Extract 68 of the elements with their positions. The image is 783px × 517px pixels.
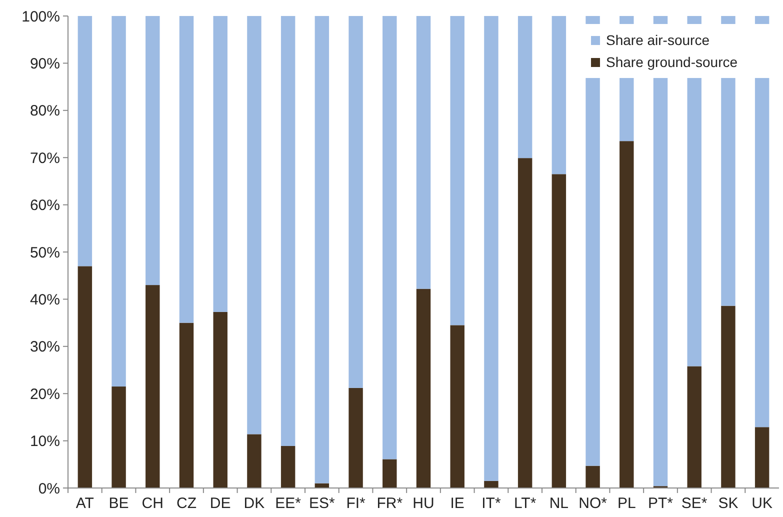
bar (687, 366, 702, 488)
y-tick-label: 70% (30, 150, 60, 167)
x-tick-label: FR* (376, 495, 403, 512)
x-tick-label: PL (617, 495, 636, 512)
bar (112, 386, 126, 488)
x-tick-label: CH (142, 495, 164, 512)
x-tick-label: DK (244, 495, 265, 512)
bar (518, 16, 532, 158)
bar (280, 446, 296, 488)
bar (382, 16, 397, 460)
y-tick-label: 100% (22, 8, 60, 26)
bar (620, 141, 634, 488)
x-tick-label: IT* (482, 495, 501, 512)
y-tick-label: 80% (30, 102, 60, 120)
bar (484, 480, 498, 488)
x-tick-label: AT (76, 495, 94, 512)
y-tick-label: 90% (30, 55, 60, 72)
x-tick-label: DE (210, 495, 231, 512)
bar (179, 16, 194, 323)
bar (348, 16, 363, 388)
bar (213, 16, 228, 312)
bar (314, 16, 330, 484)
legend-label: Share air-source (606, 32, 710, 48)
x-tick-label: UK (752, 495, 772, 512)
bar (586, 466, 600, 488)
x-tick-label: BE (108, 495, 129, 512)
y-tick-label: 10% (30, 433, 60, 450)
bar (348, 388, 363, 488)
bar (179, 322, 194, 488)
bar (484, 16, 498, 481)
y-tick-label: 50% (30, 244, 60, 262)
bar (247, 16, 262, 434)
x-tick-label: PT* (648, 495, 674, 512)
x-tick-label: HU (412, 495, 434, 512)
y-tick-label: 0% (38, 480, 60, 498)
bar (518, 158, 532, 488)
bar (416, 16, 431, 289)
x-tick-label: CZ (176, 495, 196, 512)
x-tick-label: NO* (578, 495, 608, 512)
bar (552, 16, 566, 174)
x-tick-label: NL (549, 495, 569, 512)
bar (754, 427, 770, 488)
legend-label: Share ground-source (606, 54, 738, 70)
y-tick-label: 40% (30, 291, 60, 308)
bar (552, 174, 566, 488)
x-tick-label: SK (718, 495, 738, 512)
bar (382, 459, 397, 488)
y-tick-label: 30% (30, 338, 60, 356)
bar (450, 325, 464, 488)
y-tick-label: 20% (30, 386, 60, 403)
bar (416, 288, 431, 488)
x-tick-label: EE* (275, 495, 302, 512)
bar (213, 312, 228, 488)
x-tick-label: ES* (309, 495, 336, 512)
bar (78, 16, 92, 266)
bar (146, 285, 160, 488)
bar (247, 434, 262, 488)
x-tick-label: FI* (346, 495, 366, 512)
bar (78, 266, 92, 488)
bar (112, 16, 126, 387)
x-tick-label: IE (450, 495, 464, 512)
bar (450, 16, 464, 326)
x-tick-label: SE* (681, 495, 708, 512)
y-tick-label: 60% (30, 197, 60, 214)
x-tick-label: LT* (514, 495, 536, 512)
bar (280, 16, 296, 446)
bar (721, 306, 736, 488)
bar (146, 16, 160, 286)
